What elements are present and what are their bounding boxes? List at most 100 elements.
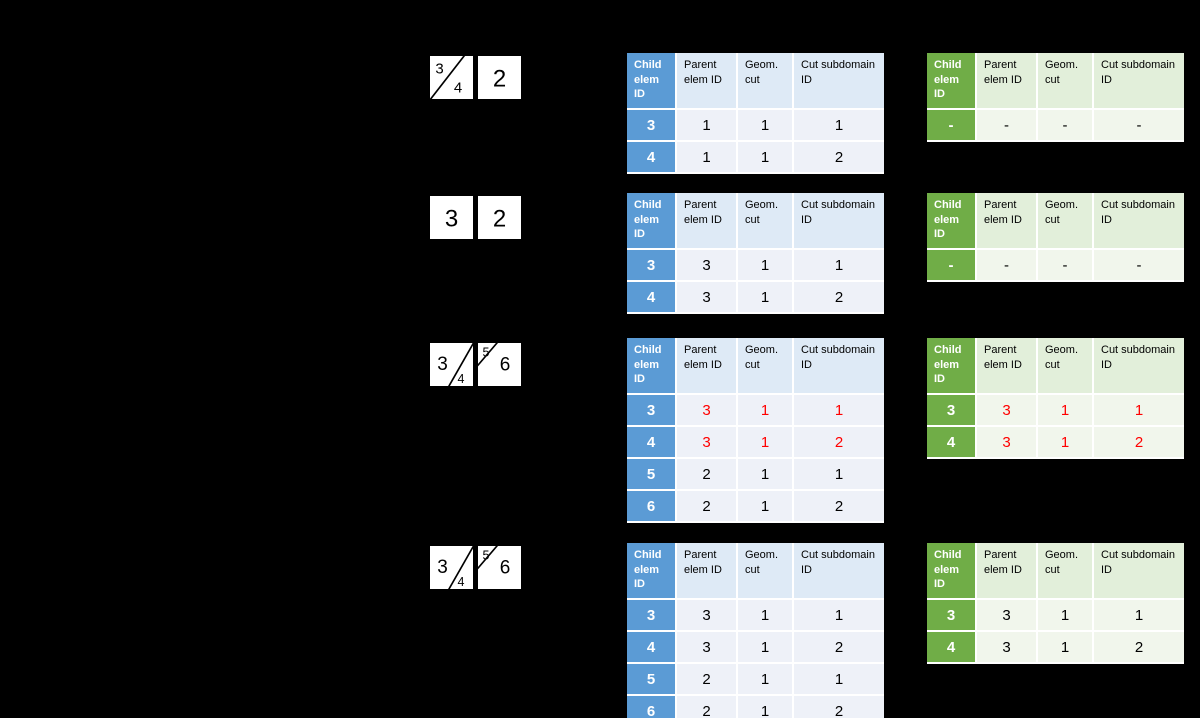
header-row: Child elem ID Parent elem ID Geom. cut Cut … [627,338,884,395]
geometric-cut-line [428,52,467,102]
column-header: Cut subdomain ID [794,338,884,395]
header-row: Child elem ID Parent elem ID Geom. cut Cut … [927,338,1184,395]
table-cell: 1 [1094,600,1184,632]
header-row: Child elem ID Parent elem ID Geom. cut Cut … [927,53,1184,110]
column-header: Child elem ID [627,543,677,600]
element-id-label: 3 [445,206,458,233]
table-cell: 1 [1038,632,1094,664]
table-cell: 3 [677,427,738,459]
table-cell: 3 [677,632,738,664]
element-id-label: 6 [500,558,511,579]
element-id-label: 4 [454,80,462,97]
child-elem-id-cell: - [927,110,977,142]
child-element-table: Child elem ID Parent elem ID Geom. cut Cut … [627,338,884,523]
table-cell: 3 [977,600,1038,632]
geometric-cut-line [446,339,477,390]
header-row: Child elem ID Parent elem ID Geom. cut Cut … [627,193,884,250]
table-cell: 2 [1094,632,1184,664]
parent-element-square [430,196,473,239]
element-id-label: 6 [500,355,511,376]
column-header: Cut subdomain ID [1094,53,1184,110]
parent-element-square [478,546,521,589]
parent-element-square [430,546,473,589]
child-element-table: Child elem ID Parent elem ID Geom. cut Cut … [627,193,884,314]
table-cell: 1 [738,395,794,427]
child-elem-id-cell: 3 [627,250,677,282]
cut-mesh-table-green: Child elem ID Parent elem ID Geom. cut Cut … [927,338,1184,459]
table-cell: 3 [677,395,738,427]
table-cell: - [1038,250,1094,282]
element-id-label: 5 [483,346,490,360]
child-elem-id-cell: 3 [627,110,677,142]
table-cell: 1 [738,696,794,718]
child-elem-id-cell: 4 [927,427,977,459]
column-header: Geom. cut [1038,53,1094,110]
table-cell: 1 [738,664,794,696]
child-elem-id-cell: 4 [627,427,677,459]
table-cell: 1 [738,600,794,632]
column-header: Child elem ID [927,53,977,110]
column-header: Cut subdomain ID [1094,193,1184,250]
header-row: Child elem ID Parent elem ID Geom. cut Cut … [927,543,1184,600]
column-header: Cut subdomain ID [794,53,884,110]
child-elem-id-cell: 3 [627,600,677,632]
geometric-cut-line [475,542,501,572]
column-header: Parent elem ID [677,543,738,600]
cut-mesh-table-green: Child elem ID Parent elem ID Geom. cut Cut … [927,193,1184,282]
table-cell: 2 [677,696,738,718]
column-header: Child elem ID [927,543,977,600]
child-element-table: Child elem ID Parent elem ID Geom. cut Cut … [927,338,1184,459]
table-cell: 3 [977,632,1038,664]
column-header: Cut subdomain ID [794,193,884,250]
table-cell: 1 [1038,395,1094,427]
table-cell: 3 [977,427,1038,459]
header-row: Child elem ID Parent elem ID Geom. cut Cut … [627,53,884,110]
column-header: Parent elem ID [677,53,738,110]
geometric-cut-line [446,542,477,593]
child-elem-id-cell: 6 [627,491,677,523]
element-id-label: 3 [435,61,443,78]
column-header: Parent elem ID [977,338,1038,395]
table-row: ---- [927,110,1184,142]
table-cell: 2 [794,282,884,314]
table-cell: 1 [738,459,794,491]
table-cell: - [977,110,1038,142]
table-cell: 1 [738,491,794,523]
cut-mesh-table-blue: Child elem ID Parent elem ID Geom. cut Cut … [627,338,884,523]
table-cell: 2 [794,491,884,523]
child-elem-id-cell: 4 [627,142,677,174]
child-elem-id-cell: 4 [627,632,677,664]
table-cell: 1 [738,110,794,142]
child-element-table: Child elem ID Parent elem ID Geom. cut Cut … [927,193,1184,282]
column-header: Geom. cut [1038,543,1094,600]
table-cell: 1 [794,459,884,491]
child-element-table: Child elem ID Parent elem ID Geom. cut Cut … [927,53,1184,142]
table-cell: 2 [794,696,884,718]
table-cell: 1 [738,282,794,314]
element-id-label: 2 [493,206,506,233]
table-cell: 1 [738,142,794,174]
child-element-table: Child elem ID Parent elem ID Geom. cut Cut … [627,53,884,174]
table-cell: 2 [677,491,738,523]
column-header: Parent elem ID [977,53,1038,110]
cut-mesh-table-blue: Child elem ID Parent elem ID Geom. cut Cut … [627,53,884,174]
column-header: Child elem ID [627,338,677,395]
column-header: Child elem ID [627,53,677,110]
element-id-label: 4 [458,372,465,386]
column-header: Parent elem ID [677,338,738,395]
header-row: Child elem ID Parent elem ID Geom. cut Cut … [927,193,1184,250]
